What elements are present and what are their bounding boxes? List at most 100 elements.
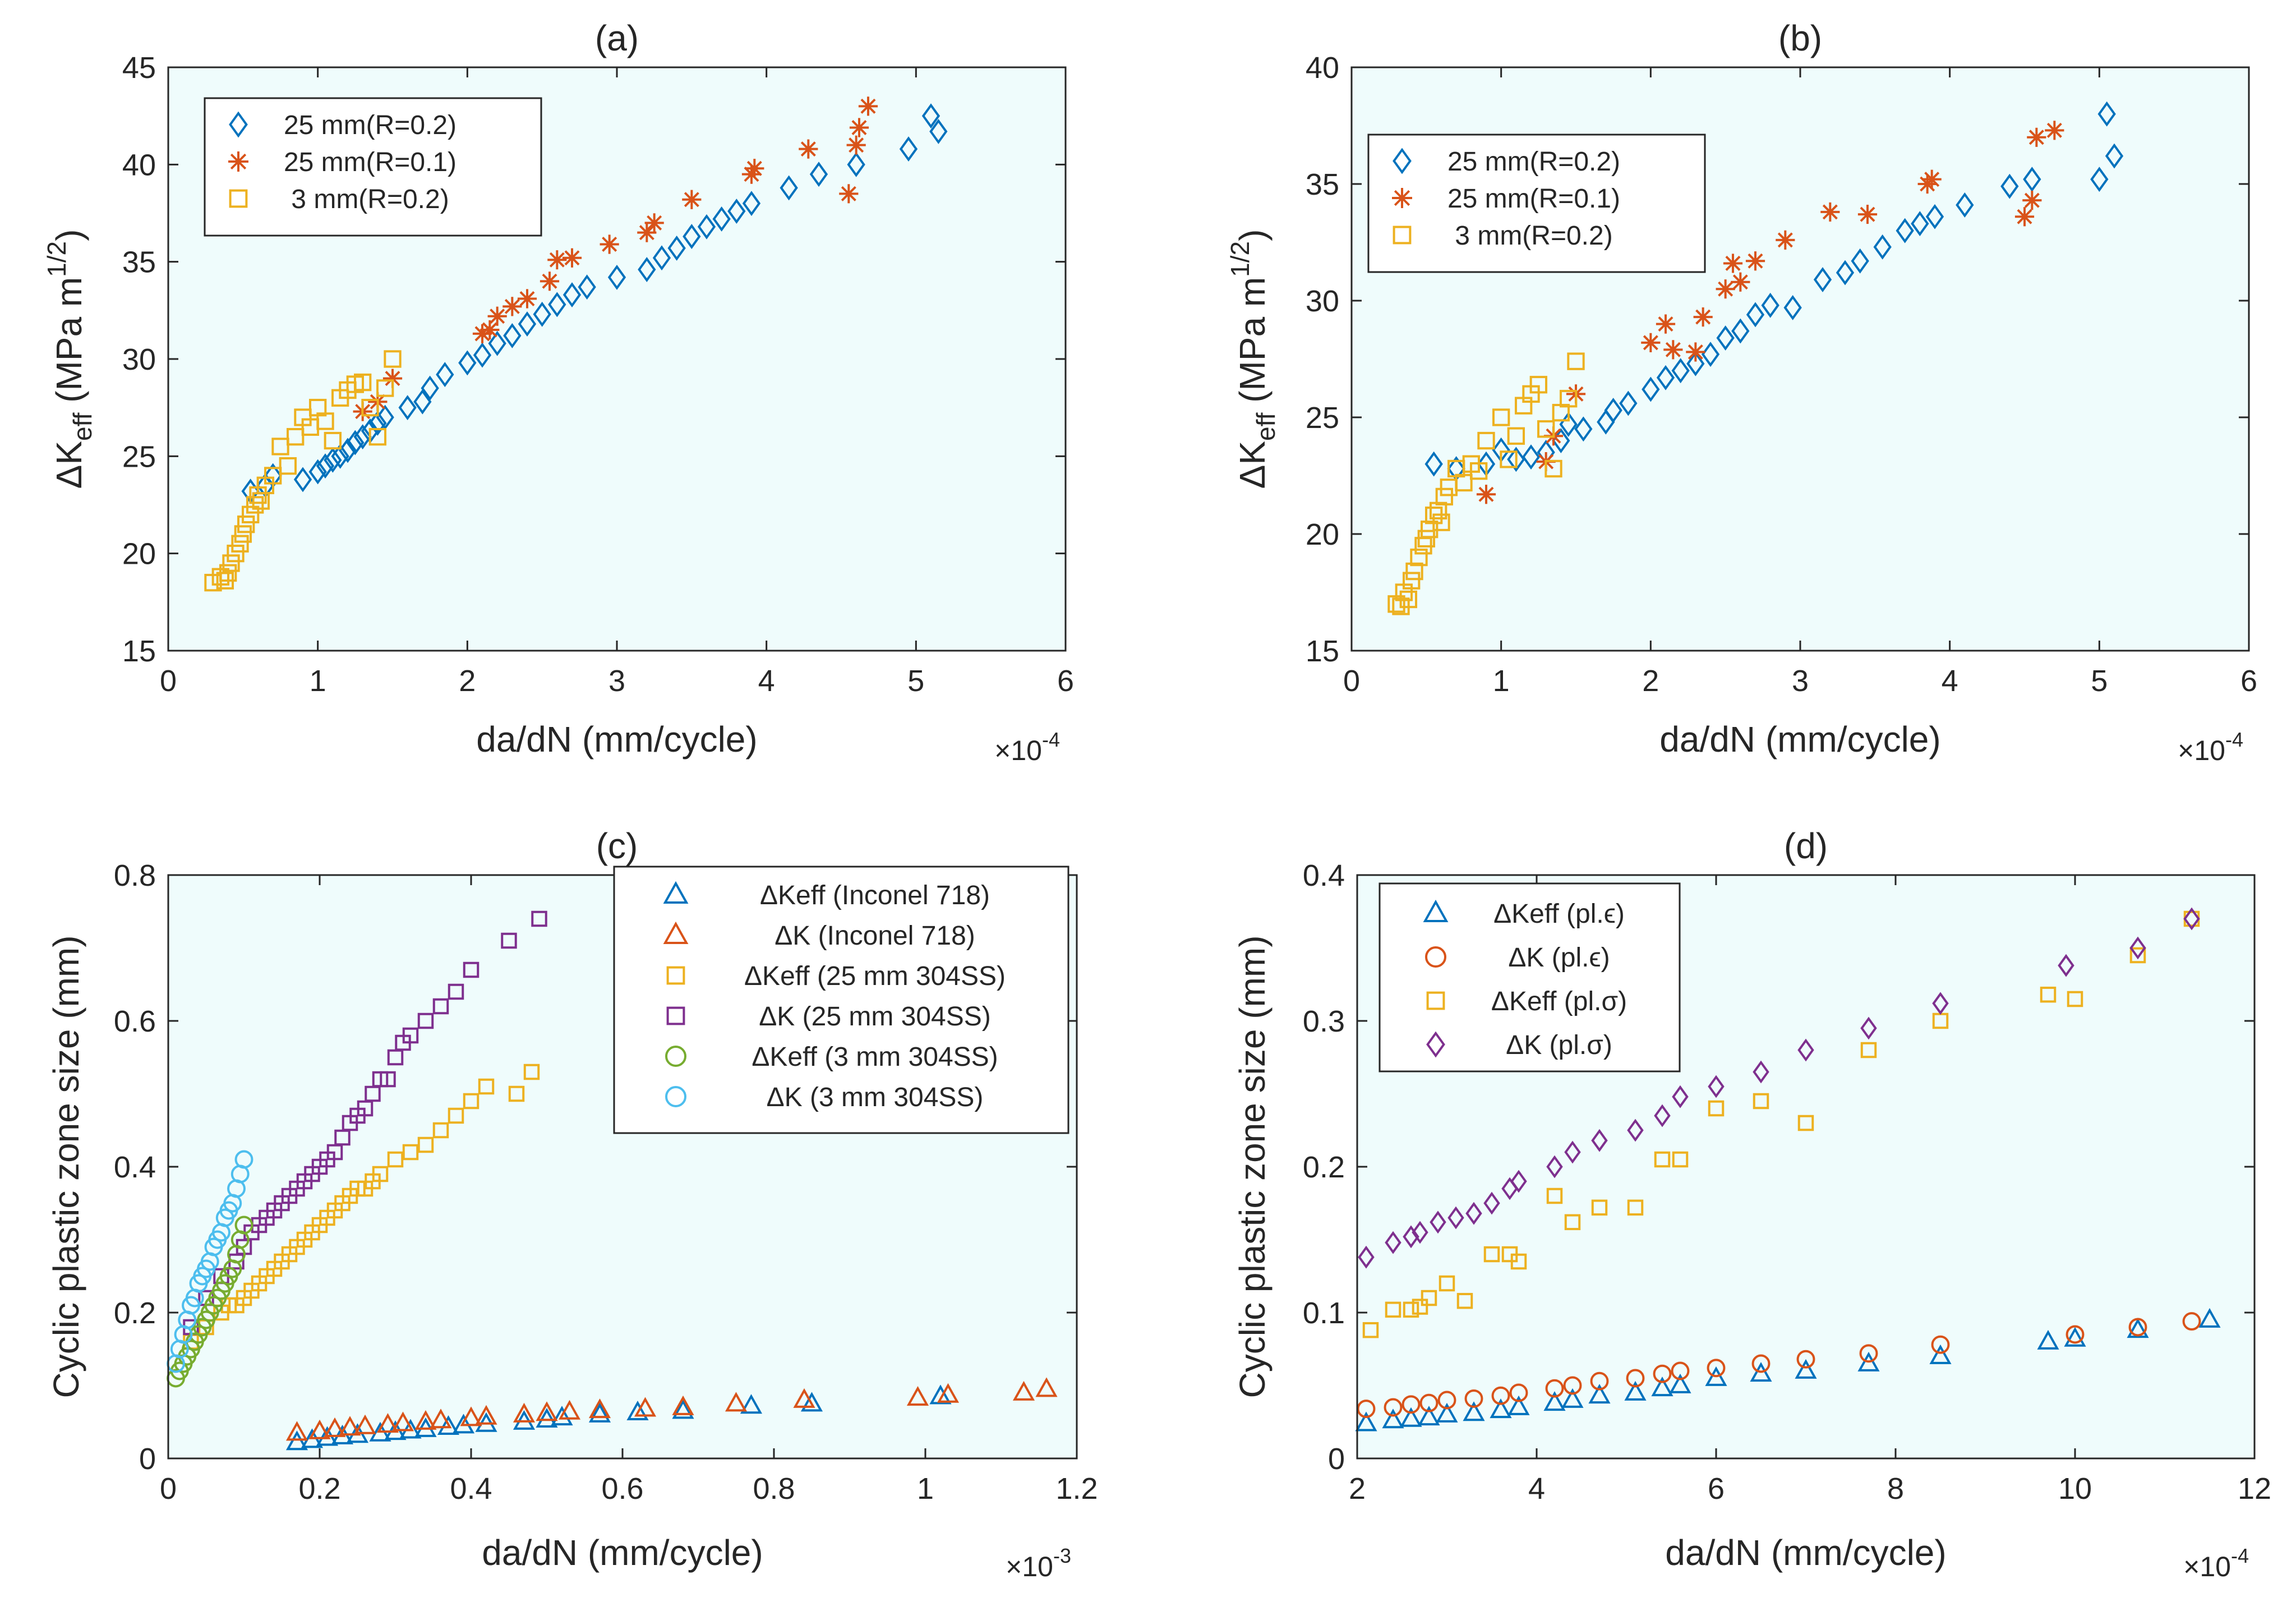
panel-c-legend-marker [665,1086,686,1107]
panel-d-point [1654,1151,1671,1168]
panel-a-point [368,427,387,446]
panel-d-point [1627,1199,1644,1216]
panel-c-point [432,1122,449,1139]
panel-b-point [1641,333,1661,352]
panel-b-point [2105,143,2124,169]
panel-a-point [346,430,365,455]
panel-b-legend-label: 25 mm(R=0.2) [1447,147,1620,177]
panel-d-point [1546,1155,1563,1179]
panel-c-point [800,1392,823,1412]
panel-c-legend-box [613,866,1069,1134]
panel-c-legend-marker [665,1046,686,1067]
panel-c-point [432,998,449,1015]
panel-a-x-tick-label: 1 [310,664,326,698]
panel-d-legend-label: ΔK (pl.ϵ) [1508,943,1610,973]
panel-d-point [1931,1335,1950,1354]
panel-a-x-axis-label: da/dN (mm/cycle) [476,719,757,760]
panel-b-point [1925,204,1944,229]
panel-b-point [1500,450,1518,468]
panel-c-y-tick-label: 0.2 [114,1296,156,1330]
panel-b-y-label-close: ) [1232,229,1273,241]
panel-a-point [682,190,702,209]
panel-b-point [2097,101,2116,127]
panel-a-point [293,467,312,492]
panel-a-point [436,362,454,388]
panel-b-point [1922,169,1942,189]
panel-a-y-label-sup: 1/2 [42,241,71,277]
panel-c-point [391,1411,414,1432]
panel-c-point [463,961,480,978]
panel-c-legend-marker [666,966,685,985]
panel-c-point [234,1216,253,1235]
panel-a-legend-label: 25 mm(R=0.1) [284,148,457,177]
panel-b-y-tick-label: 35 [1306,168,1339,201]
panel-d-point [1463,1401,1485,1421]
panel-b-point [1402,572,1421,590]
panel-b-point [2014,207,2035,227]
panel-b-axes: 0 1 2 3 4 5 6 15 20 25 30 35 40 [1306,51,2257,698]
panel-d-point [1672,1085,1689,1108]
panel-b-x-tick-label: 6 [2240,664,2257,698]
panel-d-point [2037,1329,2059,1350]
panel-c-point [513,1402,536,1423]
panel-d-point [1857,1351,1880,1371]
panel-d-point [1860,1042,1877,1058]
panel-a-point [929,118,948,144]
panel-d-point [1357,1400,1376,1419]
panel-a-point [231,535,249,553]
panel-a-point [376,379,394,397]
panel-c-point [448,983,464,1000]
panel-d-point [1795,1359,1817,1379]
panel-c-x-exponent-power: -3 [1053,1544,1071,1567]
panel-d-point [1355,1411,1377,1432]
panel-c: 0 0.2 0.4 0.6 0.8 1 1.2 0 0.2 0.4 0.6 0.8 (c) da/dN… [46,826,1098,1582]
panel-a-point [368,410,387,436]
panel-a-point [562,248,582,268]
panel-d-point [1509,1383,1528,1402]
panel-a-x-exponent: ×10-4 [994,728,1060,766]
panel-a-x-tick-label: 0 [160,664,177,698]
panel-a-point [921,103,940,129]
panel-d-legend-marker [1423,899,1449,922]
panel-b-data-points [1387,101,2124,615]
panel-d-x-exponent: ×10-4 [2183,1544,2249,1582]
panel-c-point [308,1419,331,1439]
panel-c-point [906,1386,929,1406]
panel-d-point [1671,1361,1690,1380]
panel-d-point [1436,1402,1458,1423]
panel-d-point [1929,1344,1952,1364]
panel-c-legend-marker [663,921,689,944]
panel-b-y-tick-label: 20 [1306,518,1339,551]
panel-a-y-label-close: ) [49,229,89,241]
panel-d-point [1412,1221,1428,1244]
panel-d-label: (d) [1784,826,1828,866]
panel-d-y-tick-label: 0.2 [1303,1150,1345,1184]
panel-b-y-label-sup: 1/2 [1225,241,1255,277]
panel-a-point [858,96,878,116]
panel-a-point [279,457,297,475]
panel-a-point [353,424,372,450]
panel-a-point [324,431,342,450]
panel-c-point [588,1398,611,1419]
panel-d-point [1358,1245,1375,1269]
panel-a-point [241,505,260,524]
panel-a-legend: 25 mm(R=0.2) 25 mm(R=0.1) 3 mm(R=0.2) [204,97,542,237]
panel-a-legend-marker [228,151,248,172]
panel-d-point [2066,1325,2085,1344]
panel-a-x-tick-label: 4 [758,664,775,698]
panel-d-y-tick-label: 0 [1328,1442,1345,1476]
panel-c-y-tick-label: 0.6 [114,1005,156,1038]
panel-a-point [727,199,746,224]
panel-b-point [2000,173,2019,199]
panel-c-point [531,910,547,927]
panel-a-point [683,224,701,250]
panel-c-series-1 [285,1377,1058,1441]
panel-a-label: (a) [595,18,639,58]
panel-a-point [324,447,342,473]
panel-d-point [1708,1100,1725,1117]
panel-d-point [1750,1362,1772,1382]
panel-a-point [246,496,264,514]
panel-c-point [285,1430,308,1451]
panel-a-point [503,323,522,348]
panel-c-point [448,1107,464,1124]
